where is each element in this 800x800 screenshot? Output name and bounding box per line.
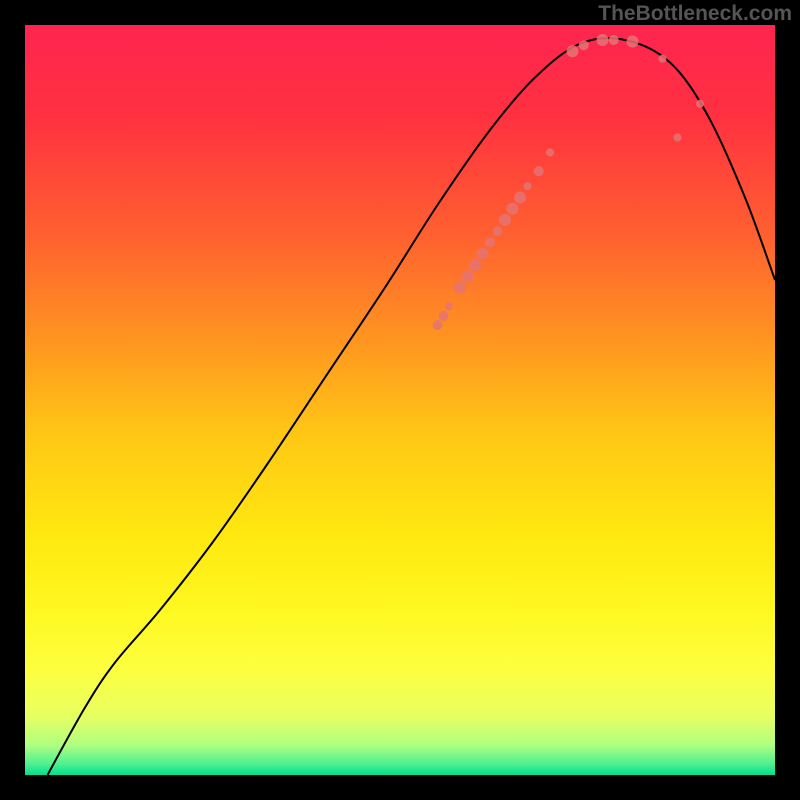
data-marker	[579, 40, 589, 50]
data-marker	[524, 182, 532, 190]
data-marker	[567, 45, 579, 57]
data-markers	[433, 34, 705, 330]
data-marker	[485, 238, 495, 248]
data-marker	[514, 192, 526, 204]
data-marker	[674, 134, 682, 142]
data-marker	[433, 320, 443, 330]
chart-svg	[25, 25, 775, 775]
data-marker	[597, 34, 609, 46]
data-marker	[445, 302, 453, 310]
data-marker	[696, 100, 704, 108]
data-marker	[659, 55, 667, 63]
data-marker	[499, 214, 511, 226]
data-marker	[534, 166, 544, 176]
data-marker	[469, 259, 481, 271]
data-marker	[546, 149, 554, 157]
data-marker	[462, 270, 474, 282]
watermark-text: TheBottleneck.com	[598, 2, 792, 26]
bottleneck-curve	[48, 38, 776, 775]
data-marker	[493, 226, 503, 236]
data-marker	[477, 248, 489, 260]
data-marker	[609, 35, 619, 45]
data-marker	[627, 36, 639, 48]
data-marker	[439, 311, 449, 321]
data-marker	[454, 282, 466, 294]
chart-area	[25, 25, 775, 775]
data-marker	[507, 203, 519, 215]
